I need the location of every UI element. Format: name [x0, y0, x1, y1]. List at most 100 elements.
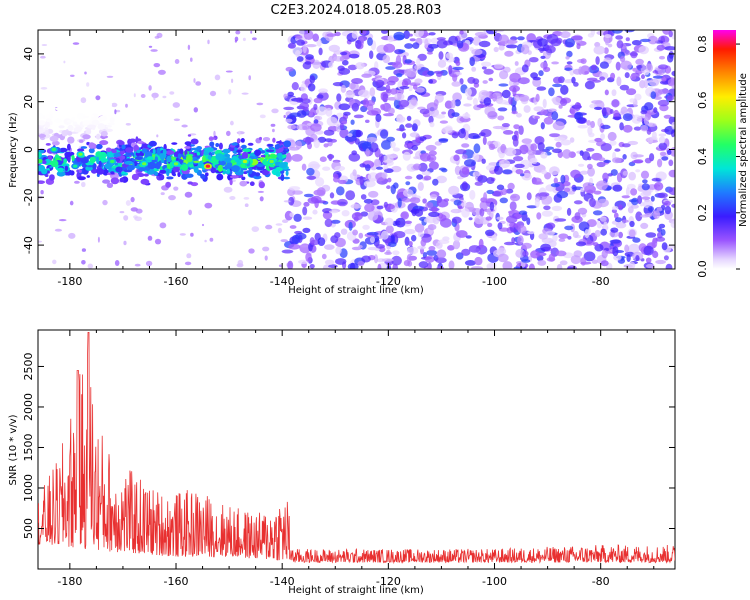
- heatmap-hotspot: [73, 164, 78, 168]
- spectrogram-ticks: -180 -160 -140 -120 -100 -80 -40 -20 0 20 40: [22, 30, 675, 288]
- heatmap-noise-cell: [504, 147, 517, 157]
- heatmap-noise-cell: [411, 234, 417, 242]
- heatmap-signal-cell: [39, 107, 47, 114]
- heatmap-noise-cell: [541, 210, 553, 217]
- snr-ylabel: SNR (10 * v/v): [8, 414, 19, 485]
- heatmap-signal-cell: [259, 136, 262, 141]
- heatmap-noise-cell: [362, 98, 369, 108]
- heatmap-noise-cell: [461, 166, 470, 175]
- heatmap-noise-cell: [404, 175, 413, 180]
- heatmap-background-cell: [52, 259, 57, 265]
- heatmap-noise-cell: [369, 50, 374, 59]
- heatmap-noise-cell: [336, 93, 342, 102]
- heatmap-noise-cell: [641, 196, 651, 200]
- heatmap-noise-cell: [472, 152, 480, 162]
- heatmap-signal-cell: [185, 173, 194, 178]
- heatmap-noise-cell: [600, 260, 609, 267]
- heatmap-noise-cell: [603, 47, 609, 54]
- heatmap-noise-cell: [556, 190, 569, 199]
- x-tick-label: -140: [270, 575, 295, 588]
- heatmap-noise-cell: [359, 175, 364, 186]
- heatmap-signal-cell: [234, 171, 244, 176]
- heatmap-noise-cell: [671, 203, 675, 208]
- heatmap-noise-cell: [632, 237, 641, 243]
- heatmap-noise-cell: [615, 61, 621, 71]
- heatmap-background-cell: [157, 69, 166, 75]
- heatmap-signal-cell: [45, 118, 52, 123]
- heatmap-noise-cell: [478, 132, 486, 137]
- heatmap-noise-cell: [508, 210, 515, 214]
- heatmap-background-cell: [237, 259, 244, 266]
- heatmap-signal-cell: [216, 173, 224, 181]
- heatmap-noise-cell: [302, 227, 311, 233]
- heatmap-noise-cell: [578, 66, 583, 75]
- heatmap-noise-cell: [428, 115, 434, 124]
- heatmap-background-cell: [283, 114, 286, 119]
- heatmap-noise-cell: [377, 263, 382, 269]
- heatmap-noise-cell: [657, 99, 670, 107]
- heatmap-noise-cell: [432, 178, 439, 186]
- heatmap-signal-cell: [108, 103, 113, 107]
- heatmap-noise-cell: [404, 220, 412, 224]
- heatmap-signal-cell: [166, 168, 170, 173]
- heatmap-noise-cell: [420, 239, 427, 247]
- heatmap-signal-cell: [226, 161, 233, 168]
- heatmap-noise-cell: [357, 245, 363, 249]
- heatmap-background-cell: [188, 209, 193, 216]
- heatmap-background-cell: [228, 89, 232, 95]
- heatmap-noise-cell: [568, 191, 575, 195]
- heatmap-noise-cell: [640, 222, 649, 229]
- snr-panel: -180 -160 -140 -120 -100 -80 500 1000 1500 2000 25…: [8, 329, 676, 596]
- heatmap-noise-cell: [348, 53, 360, 59]
- heatmap-noise-cell: [339, 128, 349, 139]
- heatmap-noise-cell: [563, 187, 571, 193]
- heatmap-noise-cell: [609, 140, 617, 146]
- heatmap-background-cell: [256, 102, 264, 106]
- heatmap-noise-cell: [316, 39, 322, 47]
- heatmap-noise-cell: [596, 161, 606, 168]
- heatmap-background-cell: [154, 238, 162, 245]
- heatmap-noise-cell: [625, 37, 630, 42]
- heatmap-noise-cell: [291, 82, 299, 91]
- heatmap-signal-cell: [115, 166, 123, 173]
- heatmap-signal-cell: [107, 122, 116, 126]
- heatmap-noise-cell: [358, 232, 364, 239]
- heatmap-noise-cell: [406, 246, 419, 255]
- heatmap-noise-cell: [462, 113, 471, 119]
- heatmap-noise-cell: [493, 63, 504, 69]
- heatmap-noise-cell: [396, 73, 403, 78]
- heatmap-noise-cell: [576, 43, 581, 50]
- heatmap-background-cell: [147, 235, 153, 241]
- heatmap-noise-cell: [380, 129, 389, 139]
- heatmap-noise-cell: [530, 157, 538, 164]
- heatmap-noise-cell: [486, 189, 495, 195]
- heatmap-noise-cell: [380, 104, 386, 111]
- heatmap-noise-cell: [409, 197, 421, 204]
- heatmap-noise-cell: [403, 30, 411, 39]
- heatmap-noise-cell: [447, 245, 455, 251]
- heatmap-signal-cell: [247, 142, 254, 146]
- heatmap-background-cell: [278, 264, 283, 268]
- heatmap-signal-cell: [262, 137, 271, 142]
- heatmap-noise-cell: [464, 260, 476, 266]
- heatmap-noise-cell: [634, 93, 642, 101]
- heatmap-signal-cell: [64, 151, 72, 157]
- heatmap-noise-cell: [287, 260, 294, 269]
- heatmap-noise-cell: [662, 30, 671, 35]
- heatmap-noise-cell: [584, 229, 590, 239]
- heatmap-noise-cell: [324, 244, 335, 250]
- heatmap-noise-cell: [471, 48, 483, 56]
- heatmap-noise-cell: [538, 70, 544, 77]
- heatmap-noise-cell: [600, 124, 611, 130]
- heatmap-noise-cell: [507, 182, 515, 190]
- heatmap-noise-cell: [599, 216, 607, 222]
- heatmap-background-cell: [86, 82, 90, 87]
- heatmap-noise-cell: [506, 44, 518, 49]
- heatmap-signal-cell: [166, 176, 174, 180]
- heatmap-noise-cell: [450, 99, 456, 109]
- heatmap-noise-cell: [385, 84, 391, 92]
- heatmap-noise-cell: [521, 242, 532, 249]
- heatmap-noise-cell: [360, 194, 367, 200]
- heatmap-noise-cell: [624, 72, 630, 79]
- heatmap-background-cell: [74, 180, 80, 184]
